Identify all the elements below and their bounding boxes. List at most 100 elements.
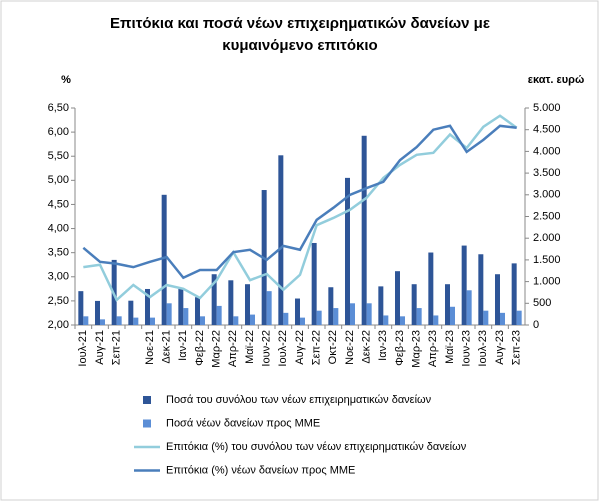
legend-label: Επιτόκια (%) νέων δανείων προς ΜΜΕ bbox=[166, 464, 355, 476]
x-tick-label: Ιουλ-22 bbox=[277, 330, 289, 367]
bar bbox=[83, 316, 89, 325]
bar bbox=[350, 303, 355, 325]
bar bbox=[133, 317, 139, 325]
bar bbox=[161, 194, 167, 325]
bar bbox=[216, 305, 222, 325]
bar bbox=[78, 291, 84, 325]
bar bbox=[366, 303, 372, 325]
x-tick-label: Σεπ-21 bbox=[111, 330, 123, 365]
y2-tick-label: 2.500 bbox=[533, 210, 561, 222]
bar bbox=[400, 316, 405, 325]
bar bbox=[166, 303, 172, 325]
x-tick-label: Μαρ-22 bbox=[211, 330, 223, 368]
y2-axis-label: εκατ. ευρώ bbox=[528, 74, 585, 86]
x-tick-label: Νοε-22 bbox=[344, 330, 356, 365]
line bbox=[82, 124, 517, 280]
bar bbox=[500, 312, 505, 325]
y-tick-label: 3,50 bbox=[48, 247, 69, 259]
bar bbox=[316, 310, 322, 325]
bar bbox=[183, 308, 189, 325]
y2-tick-label: 1.500 bbox=[533, 254, 561, 266]
bar bbox=[311, 242, 317, 325]
bar bbox=[333, 308, 339, 325]
bar bbox=[233, 316, 239, 325]
y2-tick-label: 3.000 bbox=[533, 189, 561, 201]
y-tick-label: 5,50 bbox=[48, 150, 69, 162]
bar bbox=[100, 319, 105, 325]
bar bbox=[345, 177, 350, 325]
line bbox=[83, 114, 518, 302]
bar bbox=[461, 245, 467, 325]
y2-tick-label: 1.000 bbox=[533, 276, 561, 288]
x-tick-label: Ιαν-23 bbox=[377, 330, 389, 361]
y-tick-label: 2,00 bbox=[48, 319, 69, 331]
y-tick-label: 6,00 bbox=[48, 126, 69, 138]
y2-tick-label: 4.500 bbox=[533, 124, 561, 136]
bar bbox=[328, 287, 334, 325]
bar bbox=[250, 314, 255, 325]
bar bbox=[178, 288, 184, 325]
y2-tick-label: 0 bbox=[533, 319, 539, 331]
legend-label: Ποσά του συνόλου των νέων επιχειρηματικώ… bbox=[166, 394, 432, 406]
x-tick-label: Ιουν-23 bbox=[461, 330, 473, 367]
x-tick-label: Μαϊ-23 bbox=[444, 330, 456, 364]
bar bbox=[145, 288, 150, 325]
x-tick-label: Σεπ-22 bbox=[311, 330, 323, 365]
bar bbox=[478, 254, 484, 325]
y-tick-label: 2,50 bbox=[48, 295, 69, 307]
y-tick-label: 4,00 bbox=[48, 222, 69, 234]
x-tick-label: Μαρ-23 bbox=[411, 330, 423, 368]
x-tick-label: Δεκ-22 bbox=[361, 330, 373, 364]
bar bbox=[416, 308, 422, 325]
bar bbox=[200, 316, 205, 325]
bar bbox=[383, 315, 389, 325]
x-tick-label: Απρ-23 bbox=[427, 330, 439, 367]
legend-swatch bbox=[143, 419, 151, 428]
bar bbox=[116, 316, 122, 325]
legend-swatch bbox=[143, 396, 151, 404]
bar bbox=[228, 280, 234, 325]
bar bbox=[361, 135, 367, 325]
bar bbox=[495, 274, 500, 325]
x-tick-label: Απρ-22 bbox=[227, 330, 239, 367]
x-tick-label: Δεκ-21 bbox=[161, 330, 173, 364]
bar bbox=[295, 298, 300, 325]
bar bbox=[378, 286, 384, 325]
bar bbox=[433, 315, 439, 325]
x-tick-label: Σεπ-23 bbox=[511, 330, 523, 365]
bar bbox=[511, 263, 517, 325]
bar bbox=[128, 300, 134, 325]
x-tick-label: Ιαν-21 bbox=[177, 330, 189, 361]
bar bbox=[428, 252, 434, 325]
x-tick-label: Αυγ-23 bbox=[494, 330, 506, 365]
bar bbox=[95, 300, 100, 325]
y2-tick-label: 3.500 bbox=[533, 167, 561, 179]
x-tick-label: Ιουν-22 bbox=[261, 330, 273, 367]
bar bbox=[395, 271, 400, 325]
legend-label: Επιτόκια (%) του συνόλου των νέων επιχει… bbox=[166, 441, 467, 453]
chart-title: κυμαινόμενο επιτόκιο bbox=[222, 37, 377, 54]
y-tick-label: 6,50 bbox=[48, 102, 69, 114]
x-tick-label: Μαϊ-22 bbox=[244, 330, 256, 364]
x-tick-label: Φεβ-23 bbox=[394, 330, 406, 366]
y2-tick-label: 2.000 bbox=[533, 232, 561, 244]
y-tick-label: 5,00 bbox=[48, 174, 69, 186]
x-tick-label: Αυγ-21 bbox=[94, 330, 106, 365]
bar bbox=[450, 306, 455, 325]
bar bbox=[411, 284, 417, 325]
bar bbox=[278, 155, 284, 325]
y2-tick-label: 4.000 bbox=[533, 145, 561, 157]
bar bbox=[283, 312, 289, 325]
bar bbox=[245, 284, 250, 325]
x-tick-label: Αυγ-22 bbox=[294, 330, 306, 365]
bar bbox=[300, 317, 305, 325]
bar bbox=[483, 310, 489, 325]
x-tick-label: Ιουλ-23 bbox=[477, 330, 489, 367]
y2-tick-label: 5.000 bbox=[533, 102, 561, 114]
bar bbox=[466, 290, 472, 325]
y2-tick-label: 500 bbox=[533, 297, 551, 309]
x-tick-label: Νοε-21 bbox=[144, 330, 156, 365]
x-tick-label: Οκτ-22 bbox=[327, 330, 339, 364]
